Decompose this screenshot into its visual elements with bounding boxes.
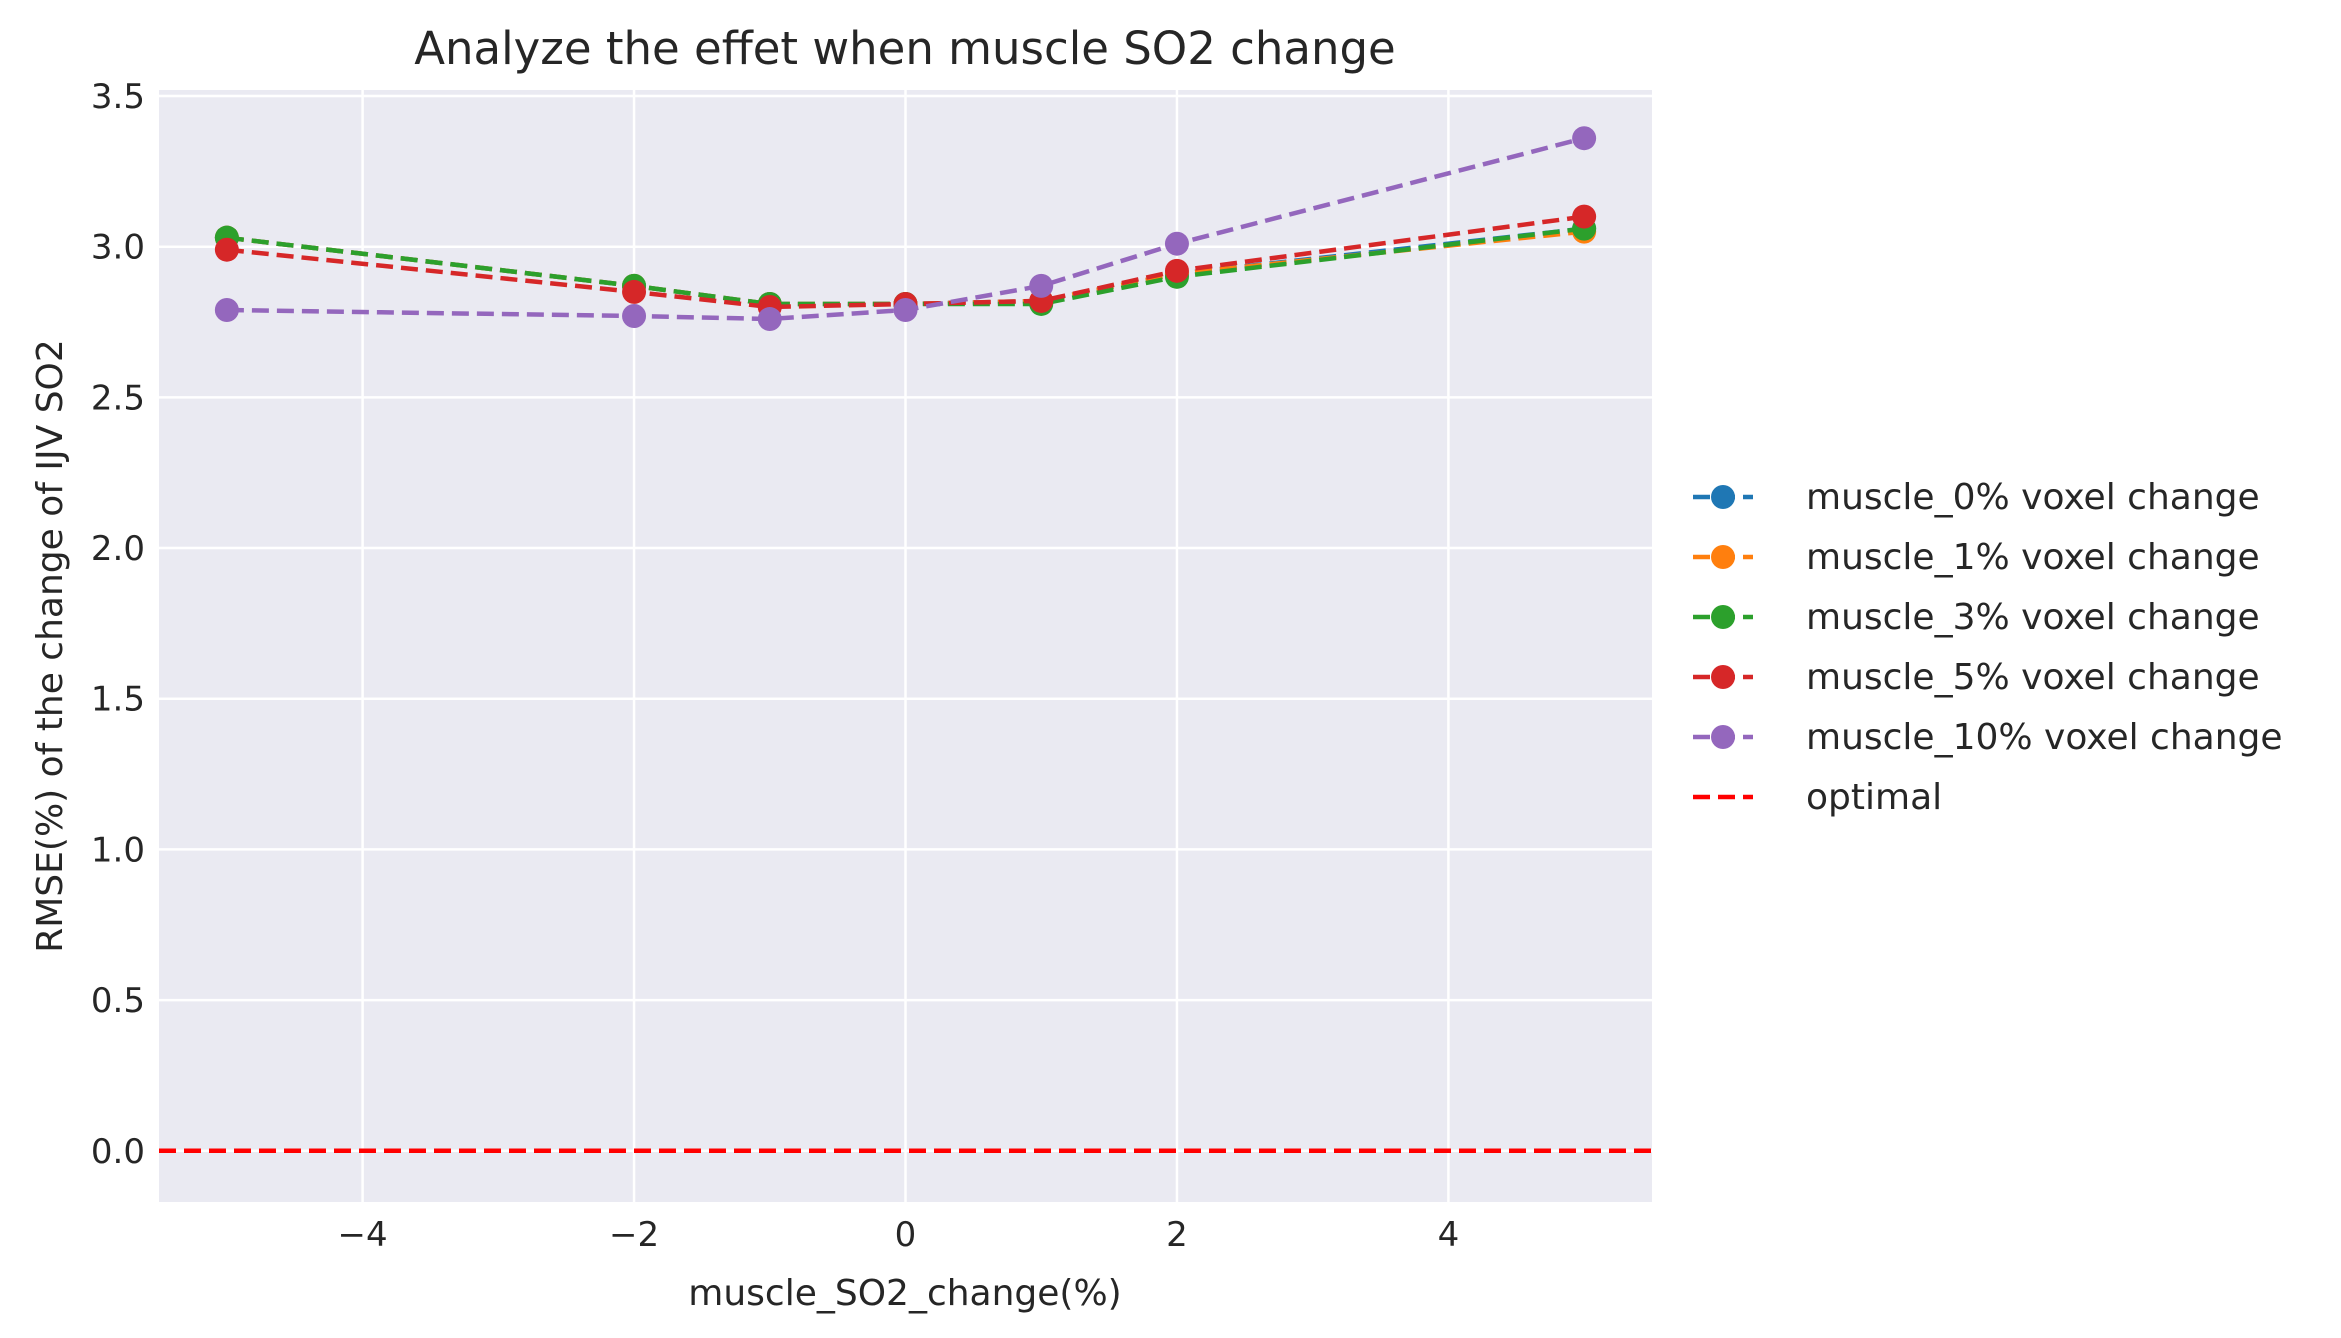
- data-point: [1572, 204, 1597, 229]
- x-tick-label: 0: [895, 1215, 917, 1255]
- y-tick-label: 0.0: [91, 1132, 145, 1172]
- legend-label: optimal: [1806, 777, 1942, 818]
- y-tick-label: 1.0: [91, 830, 145, 870]
- data-point: [622, 304, 647, 329]
- data-point: [1164, 231, 1189, 256]
- grid: [159, 90, 1652, 1202]
- data-point: [1572, 126, 1597, 151]
- data-point: [214, 297, 239, 322]
- y-axis-label: RMSE(%) of the change of IJV SO2: [30, 339, 71, 953]
- legend-item: muscle_0% voxel change: [1693, 477, 2260, 518]
- legend-label: muscle_3% voxel change: [1806, 597, 2260, 638]
- y-tick-label: 3.5: [91, 77, 145, 117]
- y-tick-label: 0.5: [91, 981, 145, 1021]
- y-tick-label: 3.0: [91, 228, 145, 268]
- data-point: [893, 297, 918, 322]
- y-axis-ticks: 0.0 0.5 1.0 1.5 2.0 2.5 3.0 3.5: [91, 77, 145, 1172]
- data-point: [214, 237, 239, 262]
- data-point: [1029, 273, 1054, 298]
- y-tick-label: 2.0: [91, 529, 145, 569]
- chart-title: Analyze the effet when muscle SO2 change: [414, 22, 1396, 75]
- series-4: [214, 126, 1597, 332]
- x-tick-label: 4: [1438, 1215, 1460, 1255]
- legend-marker: [1711, 605, 1735, 629]
- legend-marker: [1711, 725, 1735, 749]
- legend-item: muscle_3% voxel change: [1693, 597, 2260, 638]
- legend: muscle_0% voxel change muscle_1% voxel ch…: [1693, 477, 2283, 818]
- legend-label: muscle_1% voxel change: [1806, 537, 2260, 578]
- data-point: [1164, 258, 1189, 283]
- data-point: [622, 279, 647, 304]
- x-tick-label: −4: [338, 1215, 388, 1255]
- legend-marker: [1711, 485, 1735, 509]
- y-tick-label: 2.5: [91, 378, 145, 418]
- x-axis-label: muscle_SO2_change(%): [688, 1273, 1121, 1314]
- legend-item: muscle_10% voxel change: [1693, 717, 2283, 758]
- x-tick-label: 2: [1166, 1215, 1188, 1255]
- legend-item: muscle_5% voxel change: [1693, 657, 2260, 698]
- legend-label: muscle_10% voxel change: [1806, 717, 2283, 758]
- legend-label: muscle_0% voxel change: [1806, 477, 2260, 518]
- legend-item: optimal: [1693, 777, 1942, 818]
- series-group: [214, 126, 1597, 332]
- x-tick-label: −2: [609, 1215, 659, 1255]
- legend-marker: [1711, 545, 1735, 569]
- legend-marker: [1711, 665, 1735, 689]
- y-tick-label: 1.5: [91, 680, 145, 720]
- legend-label: muscle_5% voxel change: [1806, 657, 2260, 698]
- legend-item: muscle_1% voxel change: [1693, 537, 2260, 578]
- data-point: [757, 307, 782, 332]
- x-axis-ticks: −4 −2 0 2 4: [338, 1215, 1460, 1255]
